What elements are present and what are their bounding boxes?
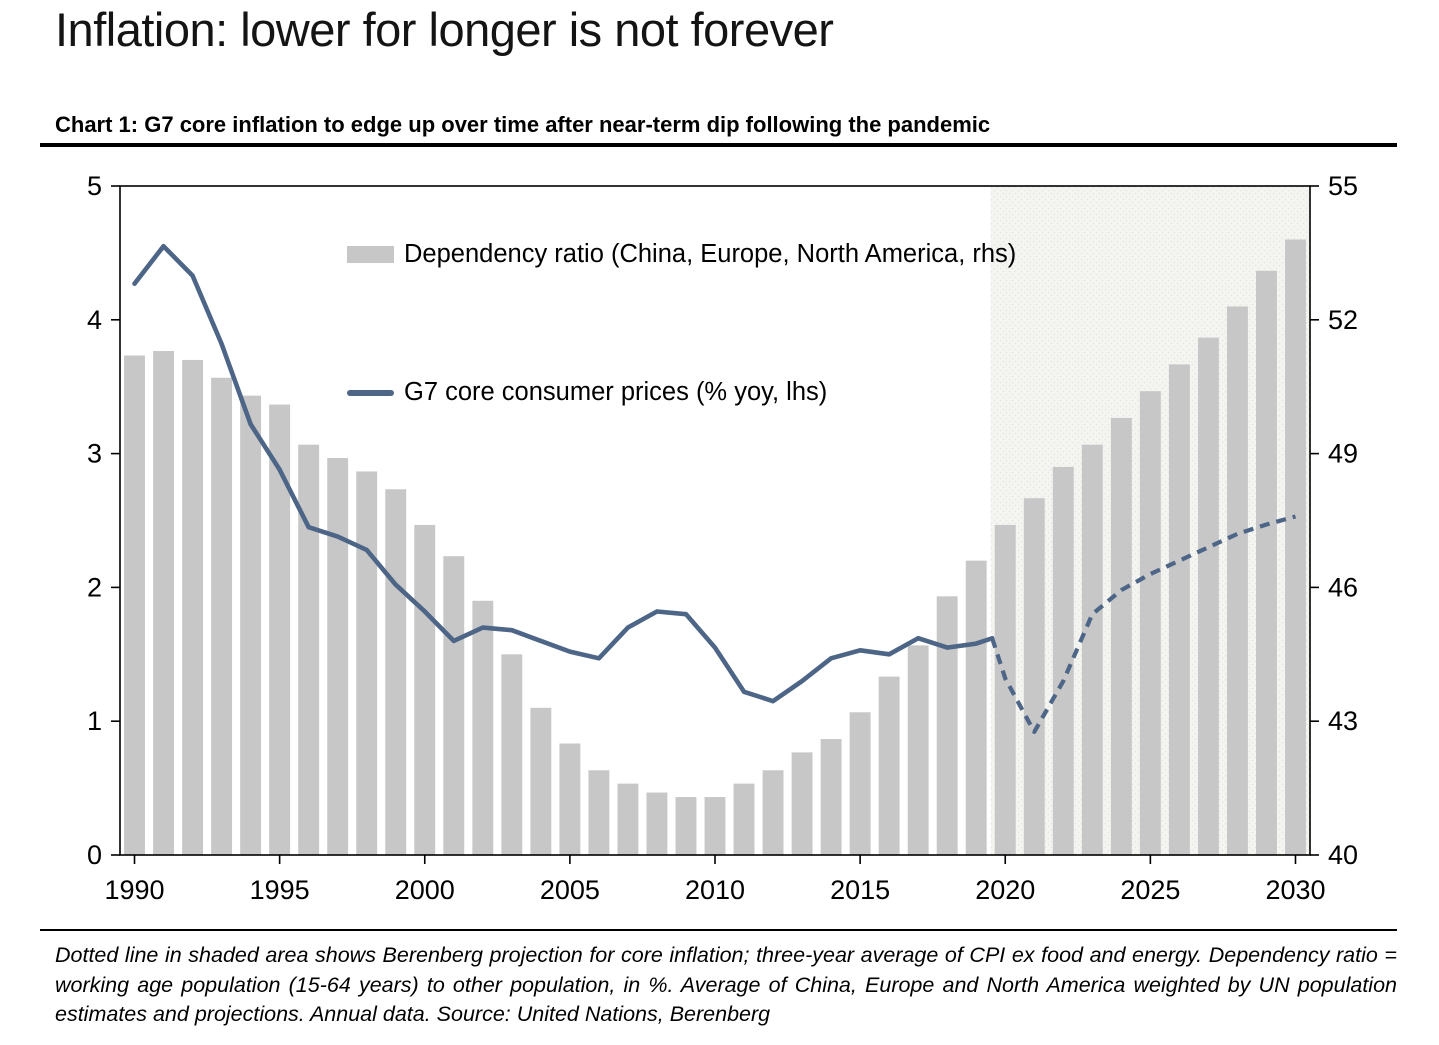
left-axis-tick-label: 4 (87, 305, 102, 335)
x-axis-tick-label: 2005 (540, 875, 600, 905)
x-axis-tick-label: 2010 (685, 875, 745, 905)
left-axis-tick-label: 0 (87, 840, 102, 870)
heading-rule (40, 143, 1397, 147)
bar-2024 (1110, 417, 1132, 855)
legend-core-prices: G7 core consumer prices (% yoy, lhs) (347, 378, 827, 407)
page-title: Inflation: lower for longer is not forev… (55, 3, 834, 56)
bar-2011 (733, 783, 755, 855)
bar-2015 (849, 712, 871, 855)
legend-dependency-ratio-label: Dependency ratio (China, Europe, North A… (404, 240, 1017, 268)
bar-2026 (1168, 364, 1190, 855)
left-axis-tick-label: 2 (87, 572, 102, 602)
right-axis-tick-label: 52 (1328, 305, 1358, 335)
bar-2023 (1081, 444, 1103, 855)
right-axis-tick-label: 55 (1328, 171, 1358, 201)
bar-swatch-icon (347, 246, 394, 263)
bar-2014 (820, 739, 842, 855)
bar-2025 (1139, 391, 1161, 855)
footnote-rule (40, 929, 1397, 931)
bar-2009 (675, 797, 697, 855)
right-axis-tick-label: 43 (1328, 706, 1358, 736)
bar-1990 (124, 355, 145, 855)
bar-2027 (1197, 337, 1219, 855)
axis-labels: 0 1 2 3 4 5 40 43 46 49 52 55 1990 1995 2000 2005 2010 20… (87, 171, 1358, 905)
footnote: Dotted line in shaded area shows Berenbe… (55, 943, 1397, 1027)
bar-2017 (907, 645, 929, 855)
x-axis-tick-label: 2015 (830, 875, 890, 905)
bar-2008 (646, 792, 668, 855)
bar-2010 (704, 797, 726, 855)
bar-2016 (878, 676, 900, 855)
dependency-ratio-bars (124, 239, 1306, 855)
bar-2028 (1226, 306, 1248, 855)
bar-2005 (559, 743, 581, 855)
bar-1996 (298, 444, 320, 855)
core-inflation-line-projection (990, 514, 1297, 735)
line-swatch-icon (347, 389, 394, 396)
bar-2018 (936, 596, 958, 855)
bar-2007 (617, 783, 639, 855)
bar-2000 (414, 524, 436, 855)
legend-core-prices-label: G7 core consumer prices (% yoy, lhs) (404, 378, 828, 406)
right-axis-tick-label: 49 (1328, 439, 1358, 469)
bar-2003 (501, 654, 523, 855)
left-axis-tick-label: 5 (87, 171, 102, 201)
bar-2022 (1052, 466, 1074, 855)
bar-1991 (153, 351, 174, 855)
x-axis-tick-label: 2030 (1265, 875, 1325, 905)
bar-1993 (211, 377, 233, 855)
bar-2012 (762, 770, 784, 855)
x-axis-tick-label: 2020 (975, 875, 1035, 905)
bar-2019 (965, 560, 987, 855)
x-axis-tick-label: 1995 (250, 875, 310, 905)
bar-2002 (472, 600, 494, 855)
x-axis-tick-label: 2025 (1120, 875, 1180, 905)
right-axis-tick-label: 46 (1328, 572, 1358, 602)
bar-2004 (530, 707, 552, 855)
bar-1994 (240, 395, 262, 855)
left-axis-tick-label: 3 (87, 439, 102, 469)
bar-1998 (356, 471, 378, 855)
bar-2030 (1285, 239, 1306, 855)
bar-2006 (588, 770, 610, 855)
bar-1997 (327, 458, 349, 855)
bar-2001 (443, 556, 465, 855)
left-axis-tick-label: 1 (87, 706, 102, 736)
x-axis-tick-label: 1990 (104, 875, 164, 905)
core-inflation-line-solid (132, 243, 995, 704)
bar-1992 (182, 359, 204, 855)
bar-2029 (1256, 270, 1277, 855)
right-axis-tick-label: 40 (1328, 840, 1358, 870)
bar-1999 (385, 489, 407, 855)
bar-2020 (994, 524, 1016, 855)
x-axis-tick-label: 2000 (395, 875, 455, 905)
bar-2021 (1023, 498, 1045, 855)
chart-heading: Chart 1: G7 core inflation to edge up ov… (55, 112, 991, 137)
bar-2013 (791, 752, 813, 855)
bar-1995 (269, 404, 291, 855)
legend-dependency-ratio: Dependency ratio (China, Europe, North A… (347, 240, 1016, 269)
